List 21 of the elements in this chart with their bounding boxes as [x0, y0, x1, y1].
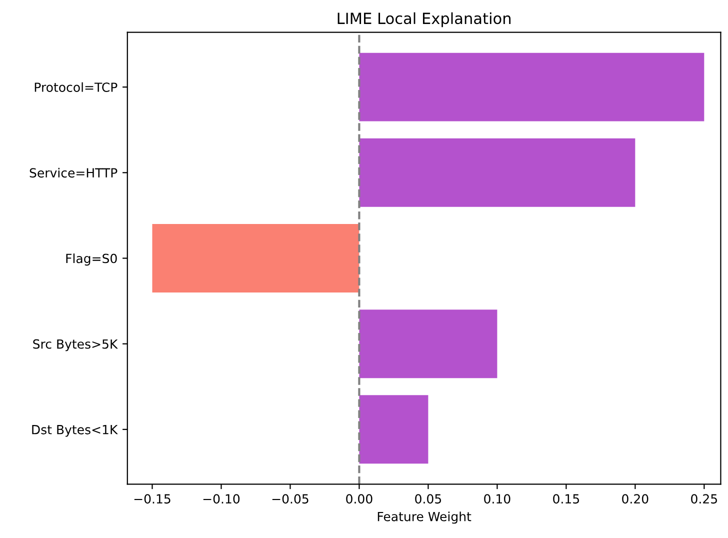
bar [359, 395, 428, 464]
bar [359, 310, 498, 378]
x-tick-label: 0.05 [415, 494, 442, 504]
y-tick-label: Src Bytes>5K [33, 339, 118, 352]
y-tick-label: Flag=S0 [66, 253, 117, 266]
y-tick-label: Protocol=TCP [34, 82, 118, 92]
x-tick-label: −0.05 [272, 494, 308, 504]
x-tick-label: 0.25 [691, 494, 717, 504]
bar [359, 52, 704, 122]
x-tick-label: 0.15 [553, 494, 580, 504]
y-tick-label: Service=HTTP [30, 168, 118, 178]
x-axis-title: Feature Weight [378, 512, 472, 524]
x-tick-label: 0.20 [622, 494, 648, 504]
x-tick-label: −0.10 [203, 494, 240, 504]
bar [359, 138, 636, 207]
chart-title: LIME Local Explanation [338, 12, 510, 28]
x-tick-label: 0.00 [346, 494, 372, 504]
y-tick-label: Dst Bytes<1K [32, 425, 118, 437]
x-tick-label: −0.15 [134, 494, 170, 504]
x-tick-label: 0.10 [484, 494, 510, 504]
bar [152, 224, 360, 292]
